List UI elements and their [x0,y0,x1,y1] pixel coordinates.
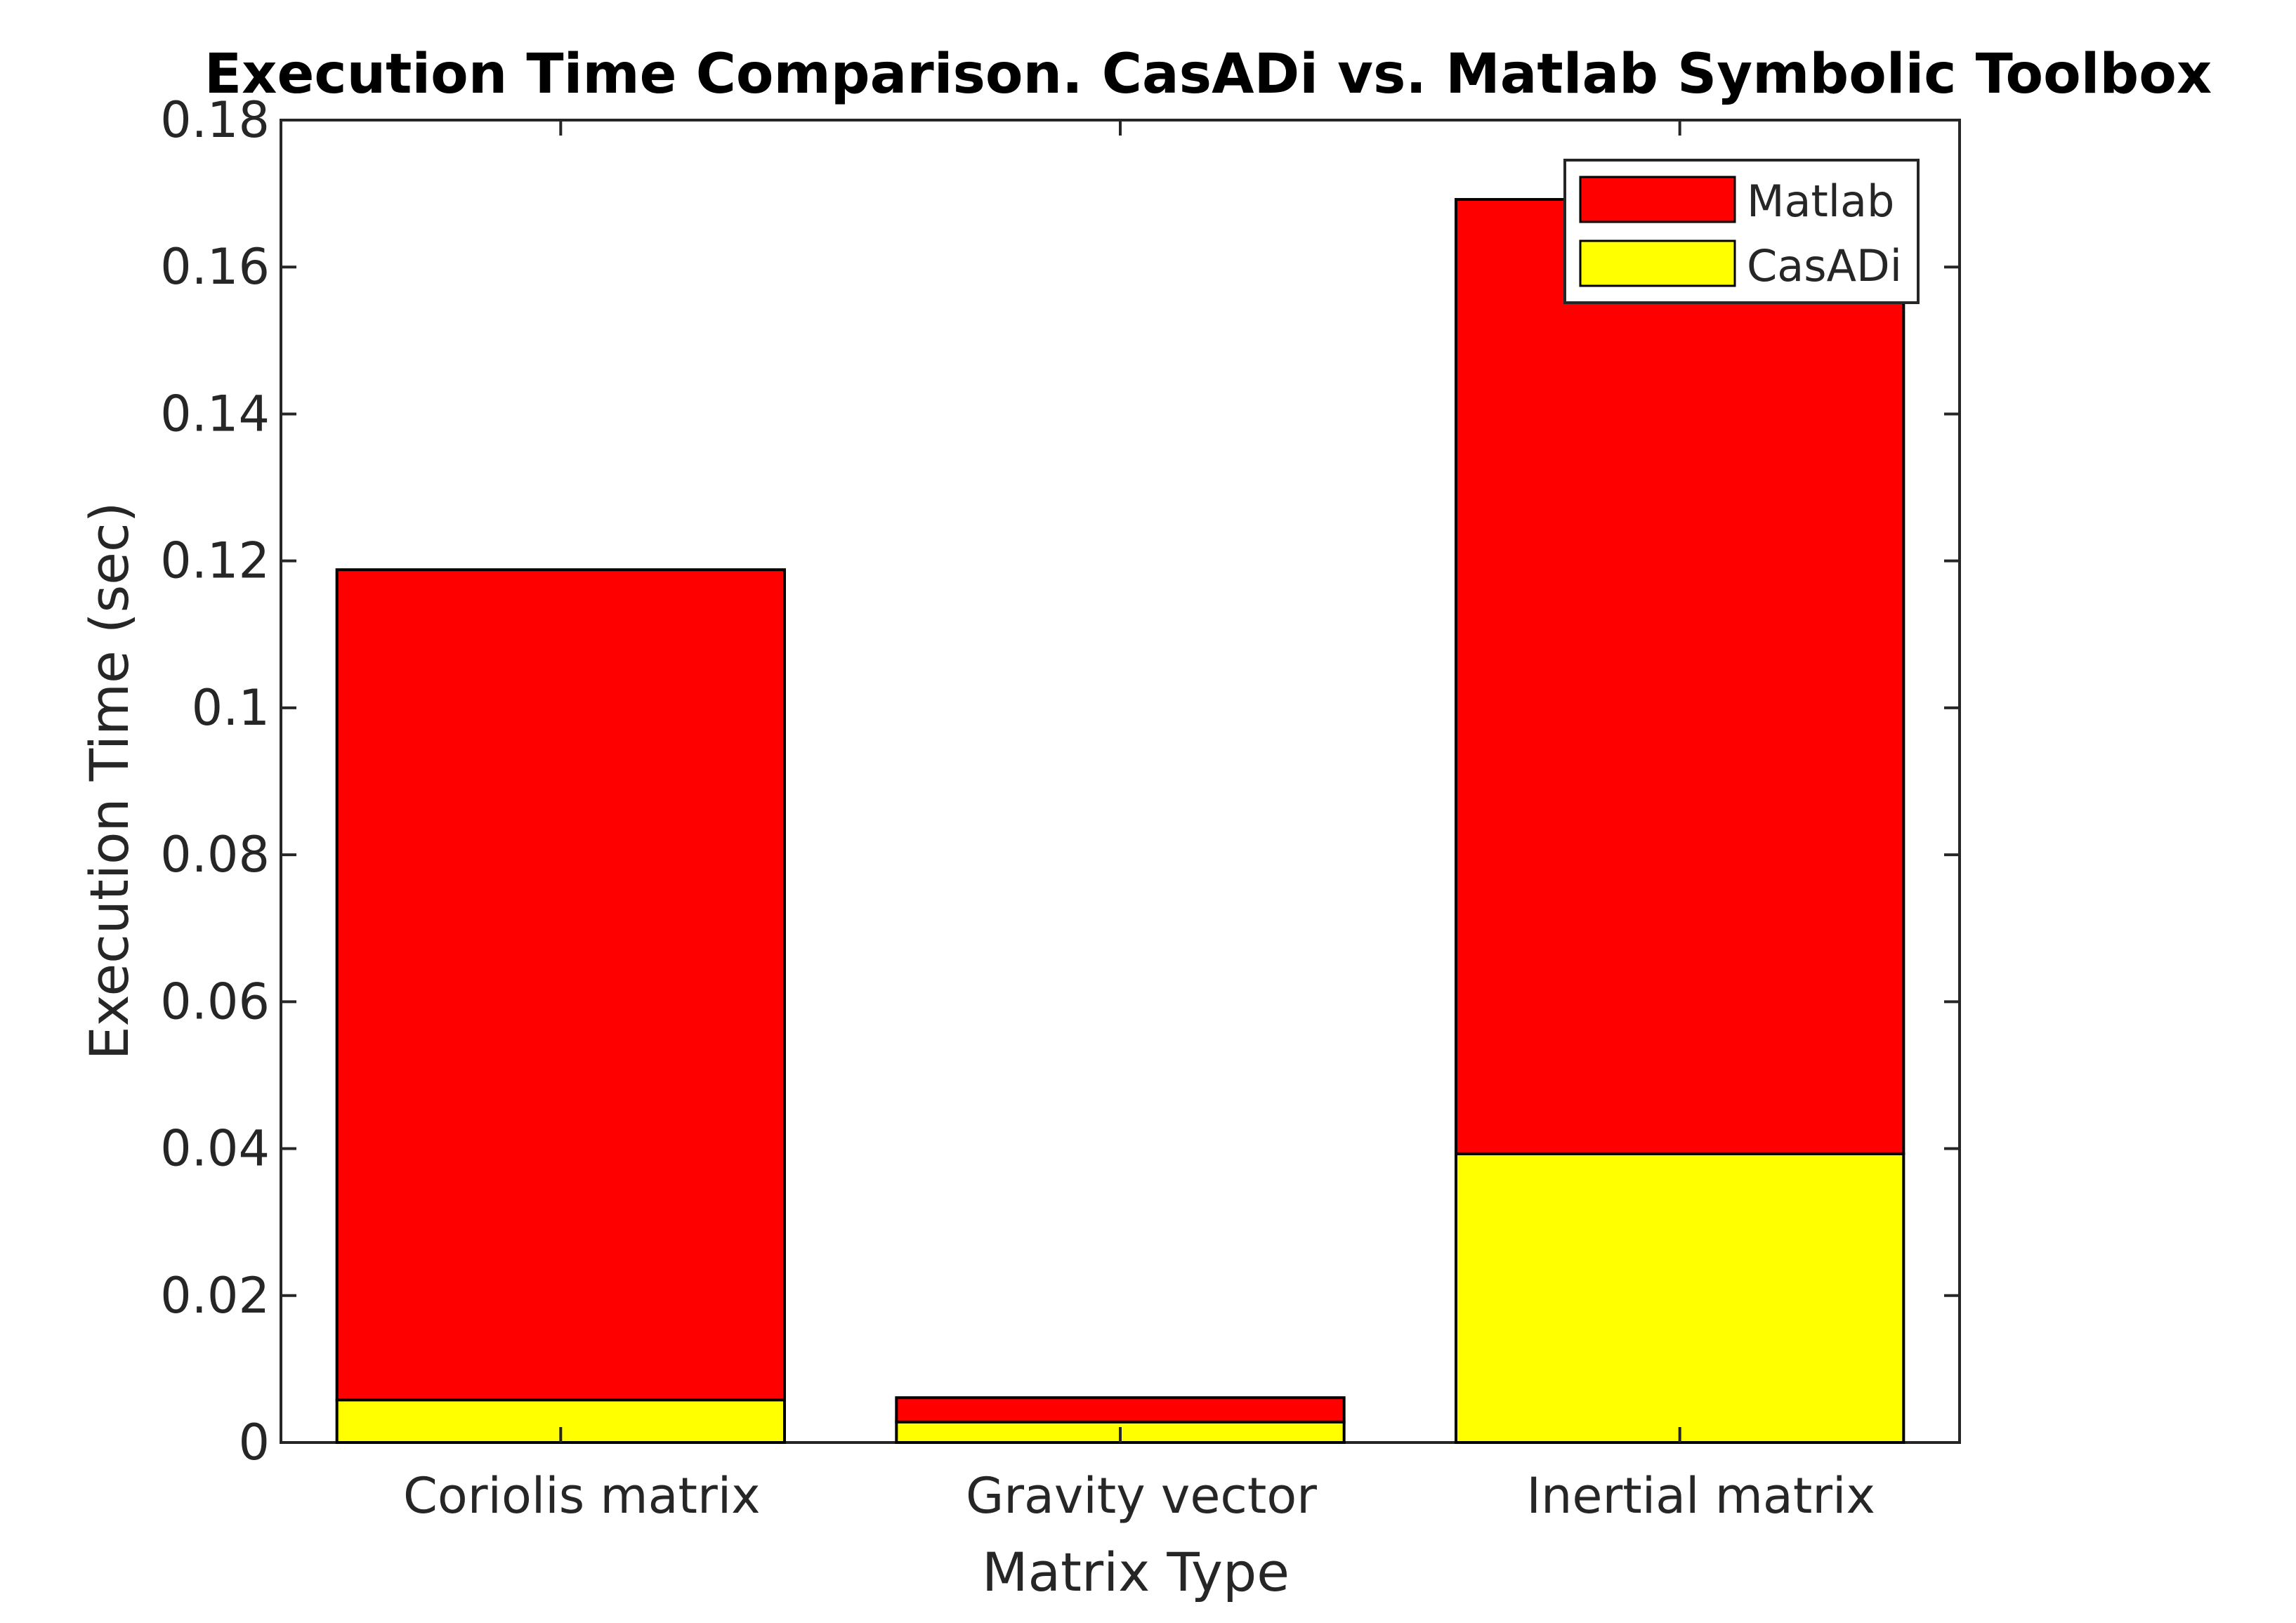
x-tick-label: Inertial matrix [1526,1467,1875,1525]
y-tick-label: 0.18 [160,91,270,149]
y-tick-label: 0.12 [160,532,270,590]
y-axis-label: Execution Time (sec) [78,502,140,1060]
y-tick-label: 0.06 [160,973,270,1030]
bar-matlab-1 [335,568,786,1402]
y-tick-label: 0.02 [160,1267,270,1325]
legend-label-matlab: Matlab [1747,176,1894,227]
x-axis-label: Matrix Type [982,1541,1290,1603]
bar-matlab-2 [895,1396,1346,1424]
chart-title: Execution Time Comparison. CasADi vs. Ma… [204,43,2212,106]
bar-casadi-3 [1455,1152,1905,1444]
x-tick-label: Coriolis matrix [403,1467,761,1525]
legend-swatch-casadi [1579,239,1736,287]
legend-swatch-matlab [1579,176,1736,223]
y-tick-label: 0.08 [160,826,270,883]
y-tick-label: 0.04 [160,1120,270,1178]
x-tick-labels: Coriolis matrix Gravity vector Inertial ma… [403,1467,1875,1525]
bars-group [335,197,1905,1445]
legend-label-casadi: CasADi [1747,240,1902,291]
y-tick-labels: 0 0.02 0.04 0.06 0.08 0.1 0.12 0.14 0.16 0.18 [160,91,270,1471]
x-tick-label: Gravity vector [966,1467,1317,1525]
plot-area: 0 0.02 0.04 0.06 0.08 0.1 0.12 0.14 0.16 0.18 Cor… [160,91,1961,1525]
ticks-group [281,119,1960,1444]
y-tick-label: 0.16 [160,238,270,296]
y-tick-label: 0.1 [192,679,270,737]
y-tick-label: 0 [238,1414,270,1471]
y-tick-label: 0.14 [160,385,270,442]
legend: Matlab CasADi [1563,159,1920,304]
bar-matlab-3 [1455,197,1905,1155]
